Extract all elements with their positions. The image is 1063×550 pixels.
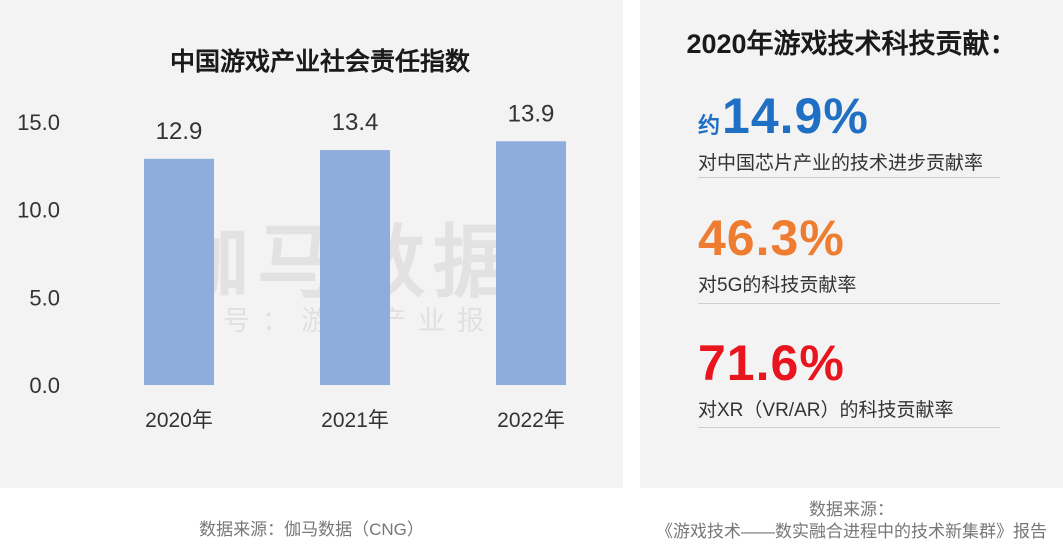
stats-title: 2020年游戏技术科技贡献： (686, 29, 1017, 59)
y-axis-ticks: 15.0 10.0 5.0 0.0 (17, 110, 60, 398)
bar-1 (320, 150, 390, 385)
stat-chip-desc: 对中国芯片产业的技术进步贡献率 (698, 153, 984, 174)
stat-5g-value: 46.3% (698, 210, 845, 266)
stat-chip-line: 约14.9% (698, 88, 998, 144)
y-tick-label-2: 5.0 (29, 285, 60, 310)
value-labels: 12.9 13.4 13.9 (156, 100, 555, 145)
stat-xr-desc: 对XR（VR/AR）的科技贡献率 (698, 400, 954, 421)
source-right-report: 《游戏技术——数实融合进程中的技术新集群》报告 (656, 522, 1047, 541)
stat-xr-line: 71.6% (698, 335, 998, 391)
value-label-1: 13.4 (332, 109, 379, 136)
stat-xr: 71.6% 对XR（VR/AR）的科技贡献率 (698, 335, 998, 422)
bar-2 (496, 141, 566, 385)
x-axis-categories: 2020年 2021年 2022年 (145, 409, 565, 432)
y-tick-label-1: 10.0 (17, 198, 60, 223)
category-label-0: 2020年 (145, 409, 213, 432)
bars-layer (144, 141, 566, 385)
category-label-1: 2021年 (321, 409, 389, 432)
category-label-2: 2022年 (497, 409, 565, 432)
chart-title: 中国游戏产业社会责任指数 (170, 47, 471, 76)
value-label-2: 13.9 (508, 100, 555, 127)
divider (698, 427, 1000, 428)
source-right-label: 数据来源： (809, 500, 894, 519)
right-stats-panel: 2020年游戏技术科技贡献： 约14.9% 对中国芯片产业的技术进步贡献率 46… (640, 0, 1063, 488)
y-tick-label-0: 15.0 (17, 110, 60, 135)
stat-chip-value: 14.9% (722, 88, 869, 144)
y-tick-label-3: 0.0 (29, 373, 60, 398)
left-chart-panel: 中国游戏产业社会责任指数 伽马数据 微信号：游戏产业报告 15.010.05.0… (0, 0, 623, 488)
stat-chip-prefix: 约 (698, 113, 721, 138)
stat-5g-desc: 对5G的科技贡献率 (698, 275, 857, 296)
stat-5g: 46.3% 对5G的科技贡献率 (698, 210, 998, 297)
stat-5g-line: 46.3% (698, 210, 998, 266)
value-label-0: 12.9 (156, 118, 203, 145)
divider (698, 303, 1000, 304)
bar-0 (144, 158, 214, 385)
divider (698, 177, 1000, 178)
stat-chip: 约14.9% 对中国芯片产业的技术进步贡献率 (698, 88, 998, 175)
bar-chart: 中国游戏产业社会责任指数 伽马数据 微信号：游戏产业报告 15.010.05.0… (17, 47, 566, 432)
stat-xr-value: 71.6% (698, 335, 845, 391)
source-left: 数据来源：伽马数据（CNG） (199, 520, 424, 539)
